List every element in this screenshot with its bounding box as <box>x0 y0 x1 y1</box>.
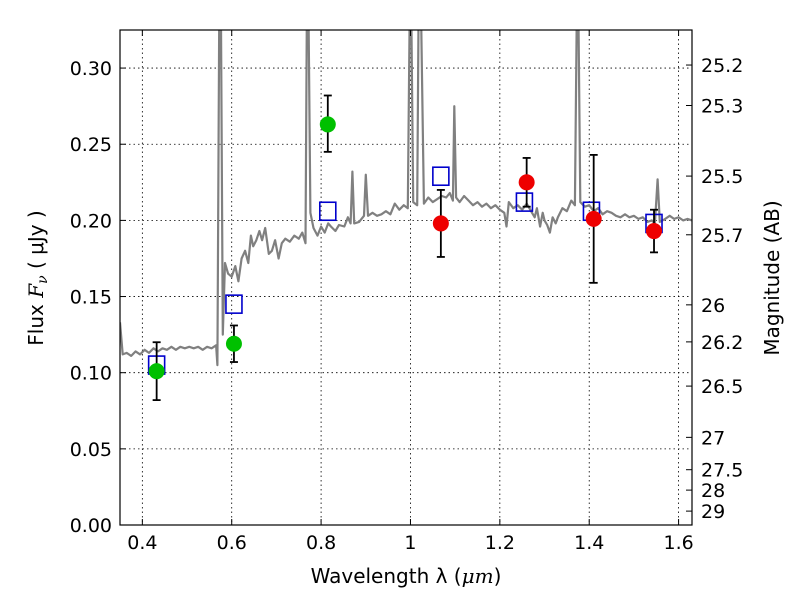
mag-tick-label: 25.2 <box>701 55 743 77</box>
mag-tick-label: 27.5 <box>701 460 743 482</box>
green-data-point <box>319 116 336 133</box>
red-data-point <box>646 223 663 240</box>
x-tick-label: 1.6 <box>663 532 693 554</box>
plot-frame <box>119 29 693 526</box>
model-squares <box>147 166 663 375</box>
mag-tick-label: 27 <box>701 427 725 449</box>
y-tick-label: 0.00 <box>70 515 112 537</box>
axis-ticks: 0.4 0.6 0.8 1 1.2 1.4 1.6 0.00 0.05 0.10 0.15 0.20 0… <box>70 30 743 554</box>
y-tick-label: 0.15 <box>70 287 112 309</box>
x-tick-label: 1.2 <box>485 532 515 554</box>
y-axis-label: Flux Fν ( μJy ) <box>24 210 51 345</box>
mag-tick-label: 25.7 <box>701 225 743 247</box>
y2-axis-label: Magnitude (AB) <box>760 200 784 355</box>
x-tick-label: 0.8 <box>306 532 336 554</box>
x-tick-label: 0.4 <box>127 532 157 554</box>
y-tick-label: 0.20 <box>70 210 112 232</box>
mag-tick-label: 26.5 <box>701 376 743 398</box>
spectrum-layer <box>120 30 692 367</box>
observed-points <box>148 116 663 380</box>
model-square <box>318 201 337 222</box>
grid <box>120 30 692 525</box>
mag-tick-label: 25.3 <box>701 96 743 118</box>
x-axis-label: Wavelength λ (μm) <box>311 564 502 588</box>
y-tick-label: 0.25 <box>70 134 112 156</box>
model-square <box>225 294 243 314</box>
mag-tick-label: 28 <box>701 480 725 502</box>
red-data-point <box>518 174 535 191</box>
mag-tick-label: 29 <box>701 501 725 523</box>
green-data-point <box>148 363 165 380</box>
spectrum-line <box>120 30 692 367</box>
y-tick-label: 0.05 <box>70 439 112 461</box>
x-tick-label: 0.6 <box>217 532 247 554</box>
model-square <box>432 166 450 187</box>
mag-tick-label: 25.5 <box>701 166 743 188</box>
y-tick-label: 0.30 <box>70 58 112 80</box>
x-tick-label: 1.4 <box>574 532 604 554</box>
x-tick-label: 1 <box>404 532 416 554</box>
red-data-point <box>585 210 602 227</box>
green-data-point <box>225 335 242 352</box>
red-data-point <box>432 215 449 232</box>
model-square <box>515 192 534 212</box>
mag-tick-label: 26.2 <box>701 332 743 354</box>
mag-tick-label: 26 <box>701 295 725 317</box>
y-tick-label: 0.10 <box>70 363 112 385</box>
